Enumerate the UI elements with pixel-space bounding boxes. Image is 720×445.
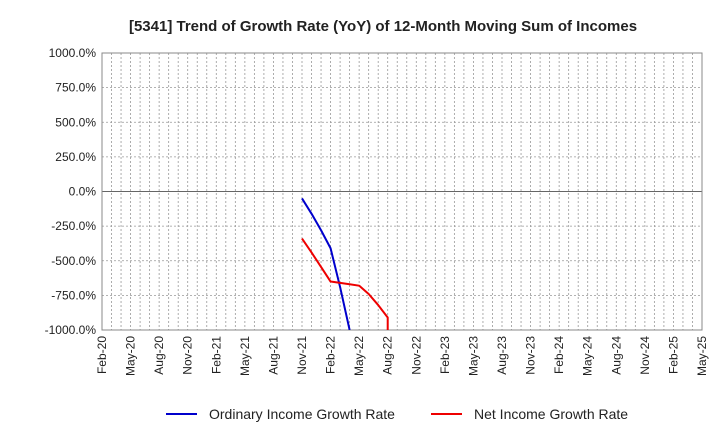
x-tick-label: Feb-22 [324,336,338,374]
chart-title: [5341] Trend of Growth Rate (YoY) of 12-… [129,18,637,35]
y-tick-label: 500.0% [55,115,96,129]
axis-layer: 1000.0% 750.0% 500.0% 250.0% 0.0% -250.0% -500… [45,46,709,376]
y-tick-label: 0.0% [69,185,97,199]
x-tick-label: May-23 [466,336,480,376]
series-layer [301,197,389,330]
y-tick-label: -750.0% [51,288,96,302]
legend-label: Net Income Growth Rate [474,406,628,422]
x-tick-label: Nov-24 [638,336,652,375]
x-tick-label: Feb-24 [552,336,566,374]
x-tick-label: May-24 [581,336,595,376]
x-tick-label: Aug-24 [609,336,623,375]
x-tick-label: Feb-20 [95,336,109,374]
series-line-net-income [301,238,389,330]
y-tick-label: 750.0% [55,81,96,95]
y-tick-label: -500.0% [51,254,96,268]
x-tick-label: Nov-21 [295,336,309,375]
x-tick-label: May-21 [238,336,252,376]
legend-item: Ordinary Income Growth Rate [166,406,395,422]
y-tick-label: 250.0% [55,150,96,164]
y-tick-label: -1000.0% [45,323,97,337]
x-tick-label: May-22 [352,336,366,376]
x-tick-label: Aug-21 [266,336,280,375]
y-tick-label: -250.0% [51,219,96,233]
x-tick-label: May-20 [124,336,138,376]
y-tick-label: 1000.0% [49,46,97,60]
legend-item: Net Income Growth Rate [431,406,628,422]
grid-layer [101,52,703,331]
x-tick-label: Aug-23 [495,336,509,375]
x-tick-label: May-25 [695,336,709,376]
x-tick-label: Feb-23 [438,336,452,374]
series-line-ordinary-income [301,197,351,330]
x-tick-label: Aug-22 [381,336,395,375]
x-tick-label: Nov-20 [181,336,195,375]
legend: Ordinary Income Growth Rate Net Income Gr… [166,406,628,422]
legend-label: Ordinary Income Growth Rate [209,406,395,422]
x-tick-label: Nov-23 [524,336,538,375]
x-tick-label: Aug-20 [152,336,166,375]
x-tick-label: Feb-21 [209,336,223,374]
x-tick-label: Feb-25 [666,336,680,374]
plot-border [101,52,703,331]
x-tick-label: Nov-22 [409,336,423,375]
